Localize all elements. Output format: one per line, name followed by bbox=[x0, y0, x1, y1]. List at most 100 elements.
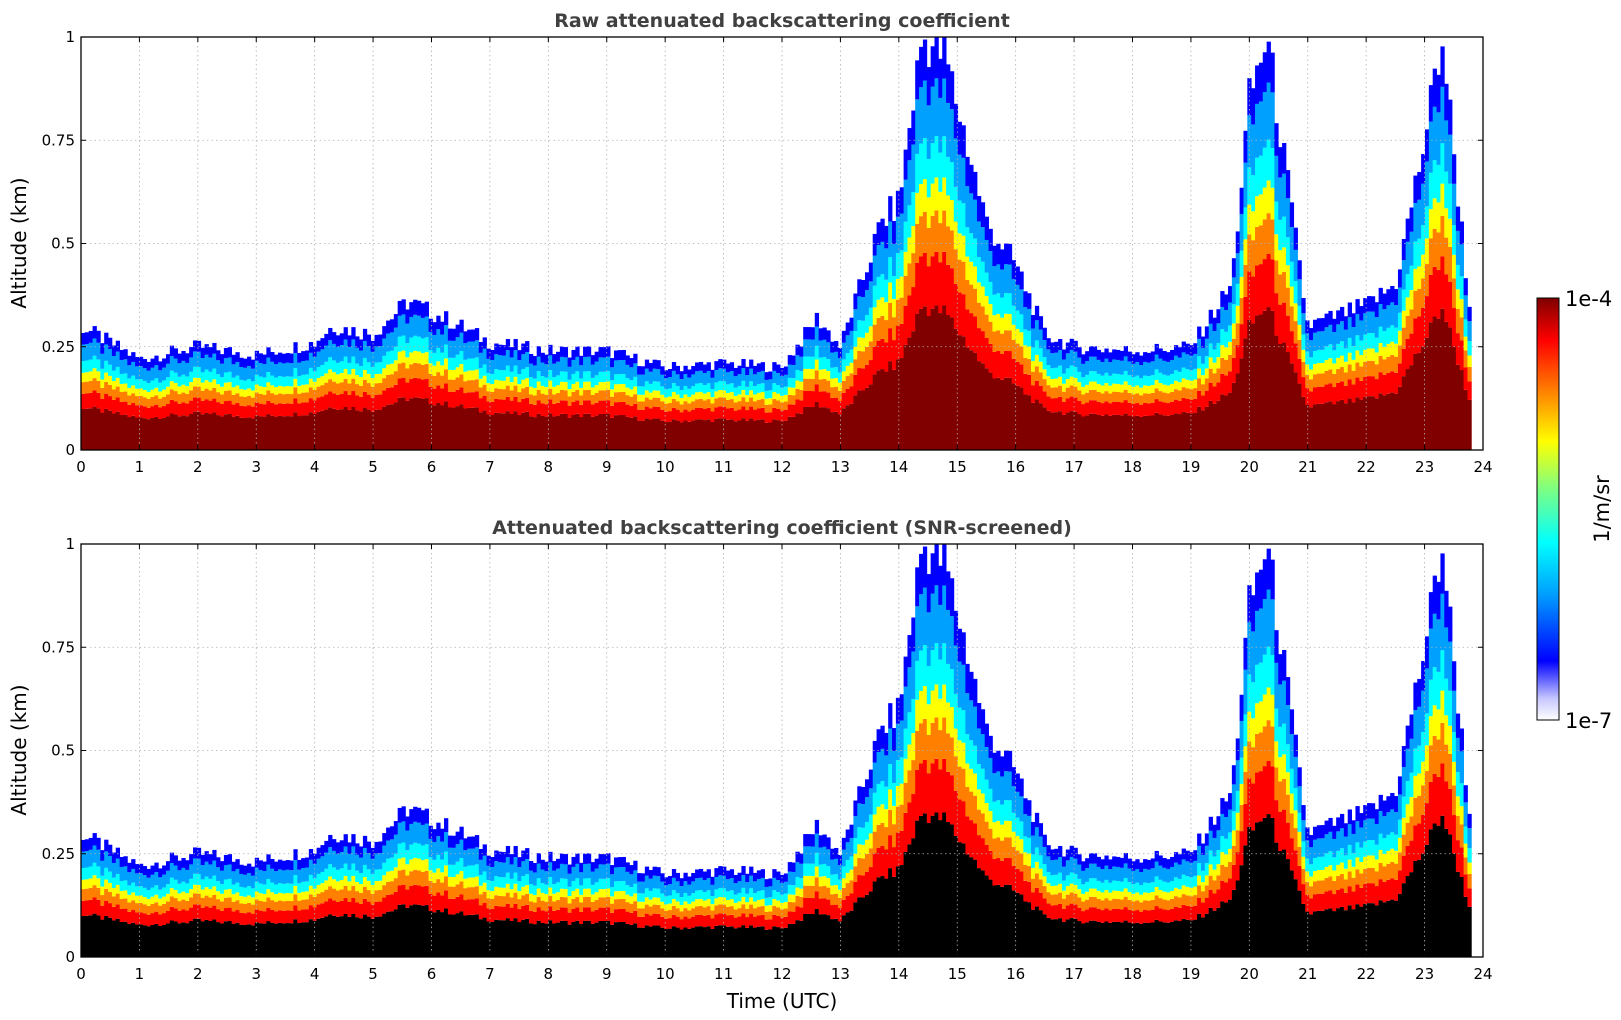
chart-1-heatmap-cell bbox=[915, 60, 920, 100]
chart-1-heatmap-cell bbox=[1158, 391, 1163, 402]
chart-1-heatmap-cell bbox=[1258, 101, 1264, 156]
chart-1-heatmap-cell bbox=[872, 233, 877, 256]
chart-2-heatmap-cell bbox=[397, 807, 402, 823]
chart-1-heatmap-cell bbox=[1007, 351, 1013, 378]
chart-1-heatmap-cell bbox=[1409, 207, 1414, 232]
chart-1-heatmap-cell bbox=[536, 400, 541, 414]
chart-2-heatmap-cell bbox=[355, 902, 360, 918]
chart-2-heatmap-cell bbox=[463, 838, 468, 851]
chart-1-heatmap-cell bbox=[1216, 309, 1221, 324]
chart-1-heatmap-cell bbox=[768, 379, 773, 391]
chart-2-heatmap-cell bbox=[864, 779, 870, 798]
chart-2-heatmap-cell bbox=[332, 915, 337, 957]
chart-2-heatmap-cell bbox=[718, 866, 723, 876]
chart-1-heatmap-cell bbox=[413, 397, 418, 450]
chart-2-heatmap-cell bbox=[772, 926, 777, 957]
chart-2-heatmap-cell bbox=[803, 885, 808, 898]
chart-1-heatmap-cell bbox=[698, 383, 704, 392]
chart-1-heatmap-cell bbox=[436, 402, 441, 450]
chart-2-heatmap-cell bbox=[919, 650, 924, 691]
chart-1-heatmap-cell bbox=[818, 407, 823, 450]
chart-2-heatmap-cell bbox=[1309, 914, 1314, 957]
chart-2-heatmap-cell bbox=[320, 845, 325, 857]
chart-1-heatmap-cell bbox=[637, 409, 642, 421]
chart-1-heatmap-cell bbox=[1038, 372, 1044, 386]
chart-1-heatmap-cell bbox=[837, 372, 843, 383]
chart-2-heatmap-cell bbox=[478, 894, 484, 906]
chart-1-heatmap-cell bbox=[258, 376, 263, 387]
chart-2-heatmap-cell bbox=[339, 868, 345, 880]
chart-2-heatmap-cell bbox=[1312, 871, 1318, 882]
chart-2-heatmap-cell bbox=[710, 876, 715, 885]
chart-2-heatmap-cell bbox=[571, 898, 576, 909]
chart-2-heatmap-cell bbox=[722, 897, 727, 905]
chart-2-heatmap-cell bbox=[312, 878, 317, 889]
chart-2-heatmap-cell bbox=[760, 890, 765, 900]
chart-1-heatmap-cell bbox=[1285, 265, 1291, 288]
chart-1-heatmap-cell bbox=[1258, 194, 1264, 226]
chart-2-heatmap-cell bbox=[185, 900, 190, 911]
chart-2-heatmap-cell bbox=[683, 927, 688, 957]
chart-1-heatmap-cell bbox=[725, 419, 731, 450]
chart-2-heatmap-cell bbox=[486, 890, 491, 899]
chart-2-heatmap-cell bbox=[297, 892, 302, 901]
chart-1-heatmap-cell bbox=[478, 352, 484, 368]
chart-1-heatmap-cell bbox=[1390, 341, 1395, 355]
chart-1-heatmap-cell bbox=[807, 356, 812, 369]
chart-1-heatmap-cell bbox=[250, 381, 256, 391]
chart-2-heatmap-cell bbox=[756, 906, 762, 916]
chart-1-heatmap-cell bbox=[668, 369, 673, 378]
chart-2-heatmap-cell bbox=[1289, 838, 1295, 871]
chart-2-heatmap-cell bbox=[1293, 734, 1298, 757]
chart-1-heatmap-cell bbox=[312, 389, 317, 401]
chart-2-heatmap-cell bbox=[895, 723, 901, 761]
chart-1-heatmap-cell bbox=[1004, 313, 1009, 331]
chart-2-heatmap-cell bbox=[1007, 858, 1013, 885]
chart-2-heatmap-cell bbox=[1146, 900, 1152, 911]
chart-2-heatmap-cell bbox=[787, 894, 793, 902]
chart-2-heatmap-cell bbox=[884, 786, 889, 810]
chart-1-heatmap-cell bbox=[590, 364, 596, 378]
chart-1-heatmap-cell bbox=[131, 352, 136, 362]
chart-1-heatmap-cell bbox=[783, 366, 789, 375]
chart-1-heatmap-cell bbox=[868, 360, 874, 385]
chart-2-heatmap-cell bbox=[277, 900, 283, 911]
chart-2-heatmap-cell bbox=[1185, 895, 1190, 906]
chart-1-heatmap-cell bbox=[1370, 348, 1376, 361]
chart-2-heatmap-cell bbox=[664, 929, 669, 957]
chart-1-heatmap-cell bbox=[301, 361, 306, 375]
chart-1-heatmap-cell bbox=[81, 409, 86, 450]
chart-2-heatmap-cell bbox=[837, 897, 843, 909]
chart-1-heatmap-cell bbox=[830, 378, 835, 388]
chart-1-heatmap-cell bbox=[223, 390, 229, 402]
chart-1-heatmap-cell bbox=[583, 371, 588, 382]
chart-1-heatmap-cell bbox=[1073, 366, 1078, 378]
chart-1-heatmap-cell bbox=[1007, 264, 1013, 294]
chart-2-heatmap-cell bbox=[683, 908, 688, 917]
chart-1-heatmap-cell bbox=[1204, 378, 1210, 391]
chart-2-heatmap-cell bbox=[1116, 866, 1121, 881]
chart-2-heatmap-cell bbox=[706, 878, 711, 891]
chart-2-heatmap-cell bbox=[440, 828, 445, 842]
chart-1-heatmap-cell bbox=[822, 378, 827, 392]
chart-2-heatmap-cell bbox=[872, 853, 877, 882]
chart-1-heatmap-cell bbox=[826, 330, 831, 343]
chart-1-heatmap-cell bbox=[791, 355, 796, 365]
chart-2-heatmap-cell bbox=[509, 878, 514, 890]
chart-2-heatmap-cell bbox=[536, 896, 541, 908]
chart-2-heatmap-cell bbox=[953, 756, 959, 791]
chart-1-heatmap-cell bbox=[1123, 381, 1128, 390]
chart-2-heatmap-cell bbox=[772, 869, 777, 878]
chart-2-heatmap-cell bbox=[1143, 882, 1148, 893]
chart-1-heatmap-cell bbox=[455, 367, 460, 378]
chart-1-heatmap-cell bbox=[471, 341, 476, 359]
chart-2-heatmap-cell bbox=[764, 905, 769, 912]
chart-1-heatmap-cell bbox=[1448, 134, 1453, 184]
chart-2-heatmap-cell bbox=[841, 915, 847, 957]
chart-1-heatmap-cell bbox=[938, 191, 943, 224]
chart-1-heatmap-cell bbox=[389, 387, 395, 405]
chart-1-heatmap-cell bbox=[1405, 297, 1410, 316]
chart-1-heatmap-cell bbox=[695, 419, 700, 450]
chart-2-heatmap-cell bbox=[200, 921, 205, 957]
chart-2-heatmap-cell bbox=[258, 910, 263, 924]
